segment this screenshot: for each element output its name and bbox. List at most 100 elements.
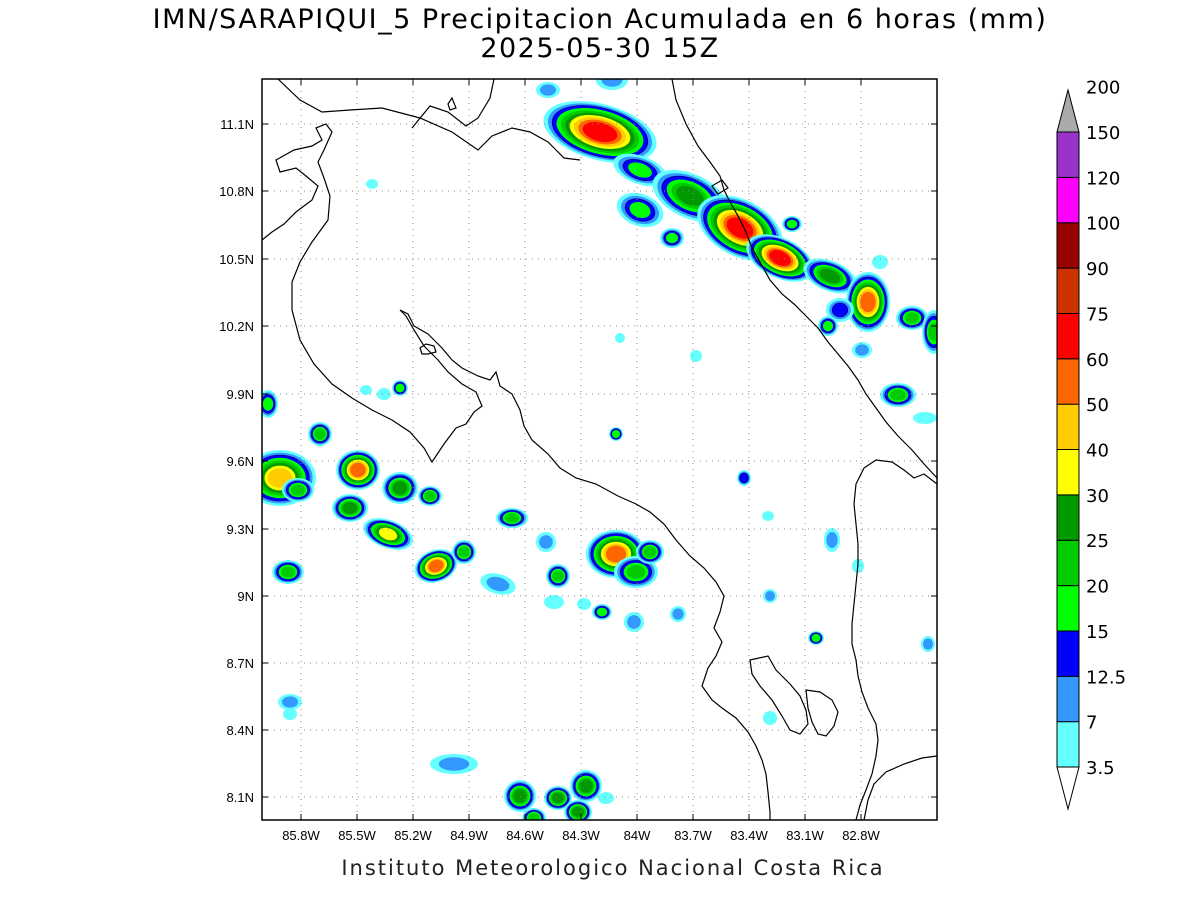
rain-contour <box>528 813 540 820</box>
rain-cell <box>826 298 854 322</box>
colorbar-swatch <box>1056 267 1080 315</box>
rain-cell <box>564 800 592 820</box>
lon-tick-label: 84.6W <box>506 828 544 843</box>
colorbar-label: 120 <box>1086 168 1120 189</box>
lon-tick-label: 84.9W <box>450 828 488 843</box>
colorbar-swatch <box>1056 585 1080 632</box>
panama-border <box>851 459 937 820</box>
colorbar-label: 150 <box>1086 123 1120 144</box>
rain-contour <box>690 350 702 362</box>
rain-contour <box>762 511 774 521</box>
colorbar-swatch <box>1056 539 1080 587</box>
lake-island <box>419 343 437 355</box>
rain-contour <box>424 491 436 501</box>
rain-contour <box>615 333 625 343</box>
rain-cell <box>803 258 857 294</box>
colorbar: 3.5 7 12.5 15 20 25 30 40 50 60 75 90 100 120 150 200 <box>1056 78 1126 811</box>
rain-cell <box>762 511 774 521</box>
rain-contour <box>626 565 646 579</box>
rain-contour <box>579 779 593 793</box>
lon-tick-label: 83.1W <box>786 828 824 843</box>
rain-cell <box>763 711 777 725</box>
colorbar-swatch <box>1056 222 1080 269</box>
map-content <box>262 79 937 820</box>
rain-contour <box>628 162 652 178</box>
rain-cell <box>430 754 478 774</box>
colorbar-label: 90 <box>1086 259 1109 280</box>
lat-tick-label: 9.9N <box>227 387 254 402</box>
rain-cell <box>896 306 928 330</box>
nicaragua-lake-shore <box>411 79 495 129</box>
lon-tick-label: 82.8W <box>842 828 880 843</box>
rain-cell <box>360 385 372 395</box>
rain-contour <box>395 383 405 393</box>
rain-contour <box>486 576 510 592</box>
north-border-line <box>277 79 581 161</box>
credit-text: Instituto Meteorologico Nacional Costa R… <box>341 856 885 880</box>
lat-tick-label: 10.8N <box>219 184 254 199</box>
rain-contour <box>378 527 398 541</box>
rain-cell <box>818 316 838 336</box>
rain-cell <box>577 598 591 610</box>
map-datetime: 2025-05-30 15Z <box>480 33 720 64</box>
rain-contour <box>596 607 608 617</box>
colorbar-swatch <box>1056 176 1080 224</box>
rain-cell <box>852 342 872 358</box>
rain-cell <box>782 216 802 232</box>
rain-contour <box>855 344 869 356</box>
rain-contour <box>540 84 556 96</box>
rain-cell <box>544 786 572 810</box>
rain-contour <box>786 219 798 229</box>
rain-contour <box>598 792 614 804</box>
rain-cell <box>377 388 391 400</box>
rain-cell <box>690 350 702 362</box>
rain-contour <box>366 179 378 189</box>
rain-contour <box>923 638 933 650</box>
rain-cell <box>616 192 664 228</box>
rain-cell <box>366 179 378 189</box>
rain-cell <box>596 79 628 90</box>
colorbar-label: 20 <box>1086 577 1109 598</box>
rain-contour <box>505 513 519 523</box>
golfo-dulce-shore <box>749 655 809 735</box>
rain-cell <box>543 101 657 163</box>
rain-cell <box>522 808 546 820</box>
rain-cell <box>283 708 297 720</box>
colorbar-swatch <box>1056 494 1080 541</box>
osa-peninsula <box>805 689 839 737</box>
rain-cell <box>536 82 560 98</box>
rain-contour <box>822 320 834 332</box>
rain-cell <box>382 472 418 504</box>
rain-cell <box>880 383 916 407</box>
colorbar-label: 50 <box>1086 395 1109 416</box>
rain-cell <box>570 770 602 802</box>
rain-cell <box>480 573 516 595</box>
colorbar-label: 60 <box>1086 350 1109 371</box>
rain-contour <box>763 711 777 725</box>
rain-cell <box>872 255 888 269</box>
rain-contour <box>676 185 704 207</box>
rain-contour <box>739 472 749 484</box>
colorbar-label: 25 <box>1086 531 1109 552</box>
colorbar-label: 30 <box>1086 486 1109 507</box>
rain-cell <box>609 427 623 441</box>
rain-contour <box>539 535 553 549</box>
caribbean-coast <box>671 79 937 479</box>
nicoya-coast <box>262 123 771 820</box>
rain-contour <box>819 268 841 284</box>
colorbar-swatch <box>1056 131 1080 178</box>
colorbar-label: 15 <box>1086 622 1109 643</box>
axis-ticks: 11.1N 10.8N 10.5N 10.2N 9.9N 9.6N 9.3N 9N 8.7N 8.… <box>219 79 937 843</box>
rain-contour <box>765 591 775 601</box>
colorbar-label: 40 <box>1086 441 1109 462</box>
rain-cell <box>546 564 570 588</box>
colorbar-max-arrow <box>1056 88 1080 133</box>
colorbar-label: 200 <box>1086 78 1120 99</box>
lon-tick-label: 83.7W <box>674 828 712 843</box>
rain-cell <box>763 589 777 603</box>
colorbar-swatch <box>1056 721 1080 768</box>
rain-cell <box>278 694 302 710</box>
lon-tick-label: 85.5W <box>338 828 376 843</box>
panama-south-coast <box>863 755 937 820</box>
